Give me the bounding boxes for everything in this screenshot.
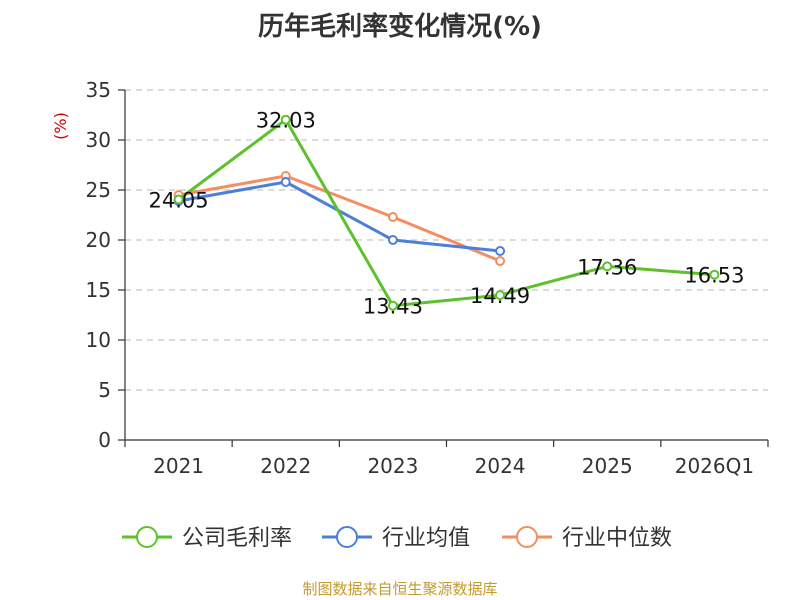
y-tick-label: 0 — [98, 428, 111, 452]
y-tick-label: 5 — [98, 378, 111, 402]
data-point[interactable] — [495, 290, 506, 301]
data-point[interactable] — [387, 300, 398, 311]
legend[interactable]: 公司毛利率 行业均值 行业中位数 — [122, 526, 672, 551]
x-tick-label: 2023 — [367, 454, 418, 478]
y-axis-label: (%) — [51, 112, 70, 140]
data-labels: 24.05 32.03 13.43 14.49 17.36 16.53 — [149, 109, 745, 319]
y-tick-label: 10 — [86, 328, 111, 352]
series-group — [173, 114, 720, 311]
data-point[interactable] — [280, 114, 291, 125]
y-tick-label: 15 — [86, 278, 111, 302]
x-tick-label: 2024 — [475, 454, 526, 478]
data-label: 14.49 — [470, 284, 530, 308]
data-point[interactable] — [495, 256, 506, 266]
x-tick-label: 2022 — [260, 454, 311, 478]
data-point[interactable] — [387, 212, 398, 222]
data-label: 16.53 — [684, 264, 744, 288]
data-label: 17.36 — [577, 255, 637, 279]
data-point[interactable] — [280, 177, 291, 187]
y-tick-label: 35 — [86, 78, 111, 102]
source-footer: 制图数据来自恒生聚源数据库 — [302, 580, 498, 598]
data-point[interactable] — [709, 269, 720, 280]
chart-title: 历年毛利率变化情况(%) — [258, 12, 542, 42]
legend-marker[interactable] — [336, 526, 358, 548]
legend-marker[interactable] — [516, 526, 538, 548]
y-tick-label: 30 — [86, 128, 111, 152]
y-tick-label: 20 — [86, 228, 111, 252]
data-point[interactable] — [602, 261, 613, 272]
legend-label[interactable]: 行业中位数 — [562, 526, 672, 551]
data-label: 24.05 — [149, 189, 209, 213]
legend-marker[interactable] — [136, 526, 158, 548]
series-line — [177, 118, 715, 308]
data-label: 13.43 — [363, 295, 423, 319]
x-tick-label: 2021 — [153, 454, 204, 478]
legend-label[interactable]: 行业均值 — [382, 526, 470, 551]
series-line — [178, 174, 501, 263]
data-point[interactable] — [495, 246, 506, 256]
x-tick-label: 2025 — [582, 454, 633, 478]
legend-label[interactable]: 公司毛利率 — [182, 526, 292, 551]
data-point[interactable] — [173, 194, 184, 205]
y-tick-label: 25 — [86, 178, 111, 202]
data-label: 32.03 — [256, 109, 316, 133]
data-point[interactable] — [387, 235, 398, 245]
x-tick-label: 2026Q1 — [675, 454, 754, 478]
